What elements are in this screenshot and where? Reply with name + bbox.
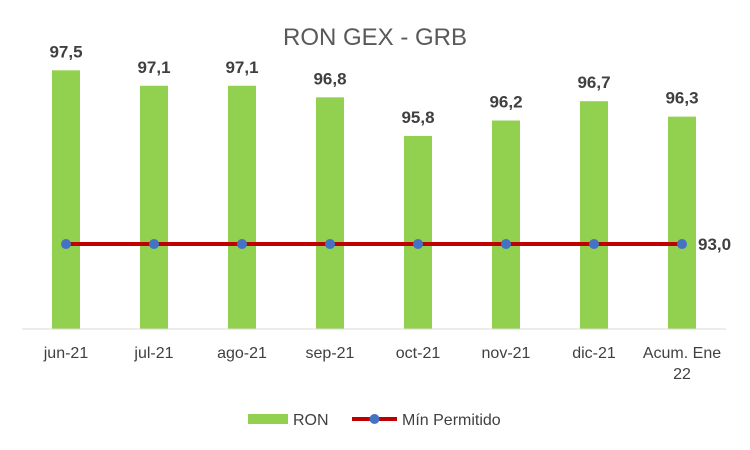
bar-data-label-4: 96,8 (313, 69, 346, 88)
bar-data-label-2: 97,1 (137, 58, 170, 77)
x-tick-label-6: nov-21 (482, 345, 531, 362)
bar-4 (316, 97, 344, 329)
min-permitido-marker-3 (237, 239, 247, 250)
x-tick-label-8-line-1: Acum. Ene (643, 345, 721, 362)
x-tick-label-8-line-2: 22 (673, 366, 691, 383)
x-tick-label-1: jun-21 (43, 345, 89, 362)
bar-3 (228, 85, 256, 329)
x-tick-label-2: jul-21 (133, 345, 173, 362)
x-tick-label-4: sep-21 (306, 345, 355, 362)
bar-2 (140, 85, 168, 329)
bar-8 (668, 116, 696, 329)
min-permitido-marker-6 (501, 239, 511, 250)
bar-data-label-3: 97,1 (225, 58, 258, 77)
bar-7 (580, 101, 608, 329)
legend-label-min-permitido: Mín Permitido (402, 412, 501, 429)
bar-data-label-5: 95,8 (401, 108, 434, 127)
min-permitido-marker-4 (325, 239, 335, 250)
bar-5 (404, 135, 432, 329)
legend-swatch-ron (248, 414, 288, 424)
legend-swatch-min-permitido-marker (369, 414, 380, 424)
chart-title: RON GEX - GRB (283, 24, 467, 51)
min-permitido-marker-7 (589, 239, 599, 250)
x-axis-tick-labels: jun-21 jul-21 ago-21 sep-21 oct-21 nov-21 dic-… (43, 345, 721, 383)
x-tick-label-5: oct-21 (396, 345, 441, 362)
bar-series-ron (52, 70, 696, 330)
bar-data-labels: 97,5 97,1 97,1 96,8 95,8 96,2 96,7 96,3 (49, 42, 698, 127)
line-series-min-permitido: 93,0 (61, 235, 731, 254)
min-permitido-marker-5 (413, 239, 423, 250)
bar-data-label-6: 96,2 (489, 93, 522, 112)
x-tick-label-7: dic-21 (572, 345, 616, 362)
min-permitido-end-label: 93,0 (698, 235, 731, 254)
bar-data-label-7: 96,7 (577, 73, 610, 92)
bar-data-label-1: 97,5 (49, 42, 82, 61)
legend-label-ron: RON (293, 412, 329, 429)
bar-data-label-8: 96,3 (665, 89, 698, 108)
legend: RON Mín Permitido (248, 412, 501, 429)
min-permitido-marker-2 (149, 239, 159, 250)
min-permitido-marker-8 (677, 239, 687, 250)
bar-1 (52, 70, 80, 330)
min-permitido-marker-1 (61, 239, 71, 250)
bar-6 (492, 120, 520, 329)
x-tick-label-3: ago-21 (217, 345, 267, 362)
